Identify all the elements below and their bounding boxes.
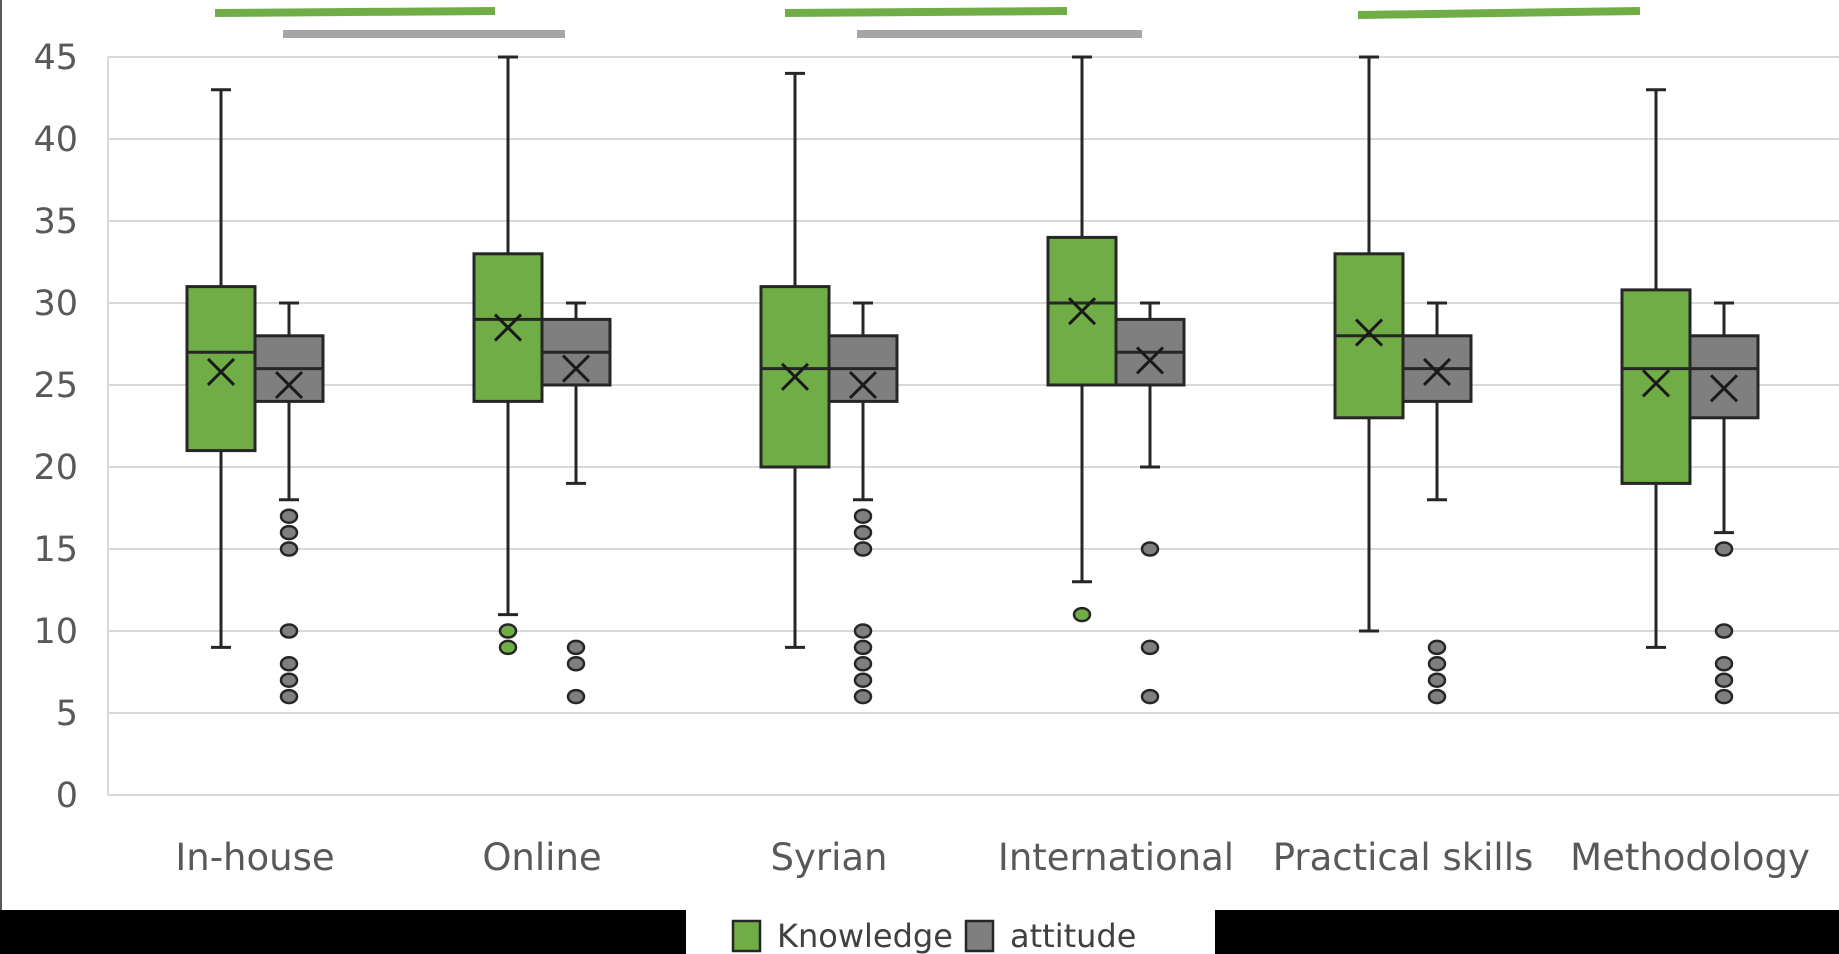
outlier-point [853, 508, 873, 524]
mean-marker [493, 313, 523, 342]
box-knowledge-2 [759, 71, 831, 649]
outlier-point [279, 672, 299, 688]
outlier-point [279, 688, 299, 705]
box-attitude-3 [1114, 301, 1186, 705]
legend-label: attitude [1010, 917, 1136, 954]
y-tick-label: 0 [56, 776, 78, 816]
box-iqr [1620, 288, 1692, 485]
box-attitude-0 [253, 301, 325, 705]
x-tick-label: Methodology [1570, 836, 1810, 879]
mean-marker [1354, 318, 1384, 347]
outlier-point [566, 639, 586, 656]
mean-marker [1067, 297, 1097, 326]
y-tick-label: 40 [33, 120, 78, 160]
outlier-point [1140, 688, 1160, 705]
outlier-point [279, 508, 299, 524]
bottom-bar-right [1215, 910, 1839, 954]
y-tick-label: 45 [33, 38, 78, 78]
mean-marker [780, 362, 810, 391]
outlier-point [853, 656, 873, 672]
x-tick-label: Syrian [771, 836, 888, 879]
outlier-point [498, 639, 518, 656]
outlier-point [279, 623, 299, 639]
box-knowledge-3 [1046, 55, 1118, 623]
significance-bar-knowledge [1357, 7, 1641, 19]
legend: Knowledge attitude [731, 917, 1136, 954]
box-iqr [1688, 334, 1760, 420]
outlier-point [1427, 672, 1447, 688]
outlier-point [1714, 623, 1734, 639]
outlier-point [1714, 656, 1734, 672]
outlier-point [853, 623, 873, 639]
outlier-point [1140, 639, 1160, 656]
x-tick-label: In-house [175, 836, 334, 879]
y-tick-label: 10 [33, 612, 78, 652]
mean-marker [1709, 374, 1739, 403]
box-knowledge-1 [472, 55, 544, 656]
box-attitude-1 [540, 301, 612, 705]
outlier-point [853, 524, 873, 541]
y-tick-label: 30 [33, 284, 78, 324]
y-tick-label: 20 [33, 448, 78, 488]
mean-marker [274, 370, 304, 400]
mean-marker [848, 370, 878, 400]
x-tick-label: Practical skills [1273, 836, 1534, 879]
significance-bar-knowledge [214, 7, 496, 17]
mean-marker [1641, 369, 1671, 398]
outlier-point [566, 688, 586, 705]
significance-bars [214, 7, 1641, 38]
box-attitude-5 [1688, 301, 1760, 705]
outlier-point [853, 688, 873, 705]
box-knowledge-4 [1333, 55, 1405, 633]
bottom-bar-left [0, 910, 686, 954]
outlier-point [1714, 672, 1734, 688]
outlier-point [498, 623, 518, 639]
mean-marker [561, 354, 591, 383]
outlier-point [1072, 606, 1092, 623]
outlier-point [853, 639, 873, 656]
y-tick-label: 35 [33, 202, 78, 242]
outlier-point [279, 524, 299, 541]
outlier-point [279, 541, 299, 557]
outlier-point [1427, 656, 1447, 672]
outlier-point [1140, 541, 1160, 557]
box-attitude-4 [1401, 301, 1473, 705]
mean-marker [206, 357, 236, 386]
y-tick-label: 15 [33, 530, 78, 570]
y-tick-label: 5 [56, 694, 78, 734]
legend-swatch [964, 919, 995, 953]
box-knowledge-0 [185, 88, 257, 649]
box-knowledge-5 [1620, 88, 1692, 649]
box-iqr [185, 285, 257, 453]
outlier-point [853, 672, 873, 688]
outlier-point [853, 541, 873, 557]
legend-label: Knowledge [777, 917, 953, 954]
box-attitude-2 [827, 301, 899, 705]
outlier-point [1714, 541, 1734, 557]
outlier-point [566, 656, 586, 672]
outlier-point [1427, 688, 1447, 705]
outlier-point [1427, 639, 1447, 656]
mean-marker [1422, 357, 1452, 386]
mean-marker [1135, 346, 1165, 375]
significance-bar-knowledge [784, 7, 1068, 17]
y-tick-label: 25 [33, 366, 78, 406]
x-tick-label: International [998, 836, 1234, 879]
outlier-point [279, 656, 299, 672]
outlier-point [1714, 688, 1734, 705]
legend-swatch [731, 919, 762, 953]
x-tick-label: Online [482, 836, 601, 879]
